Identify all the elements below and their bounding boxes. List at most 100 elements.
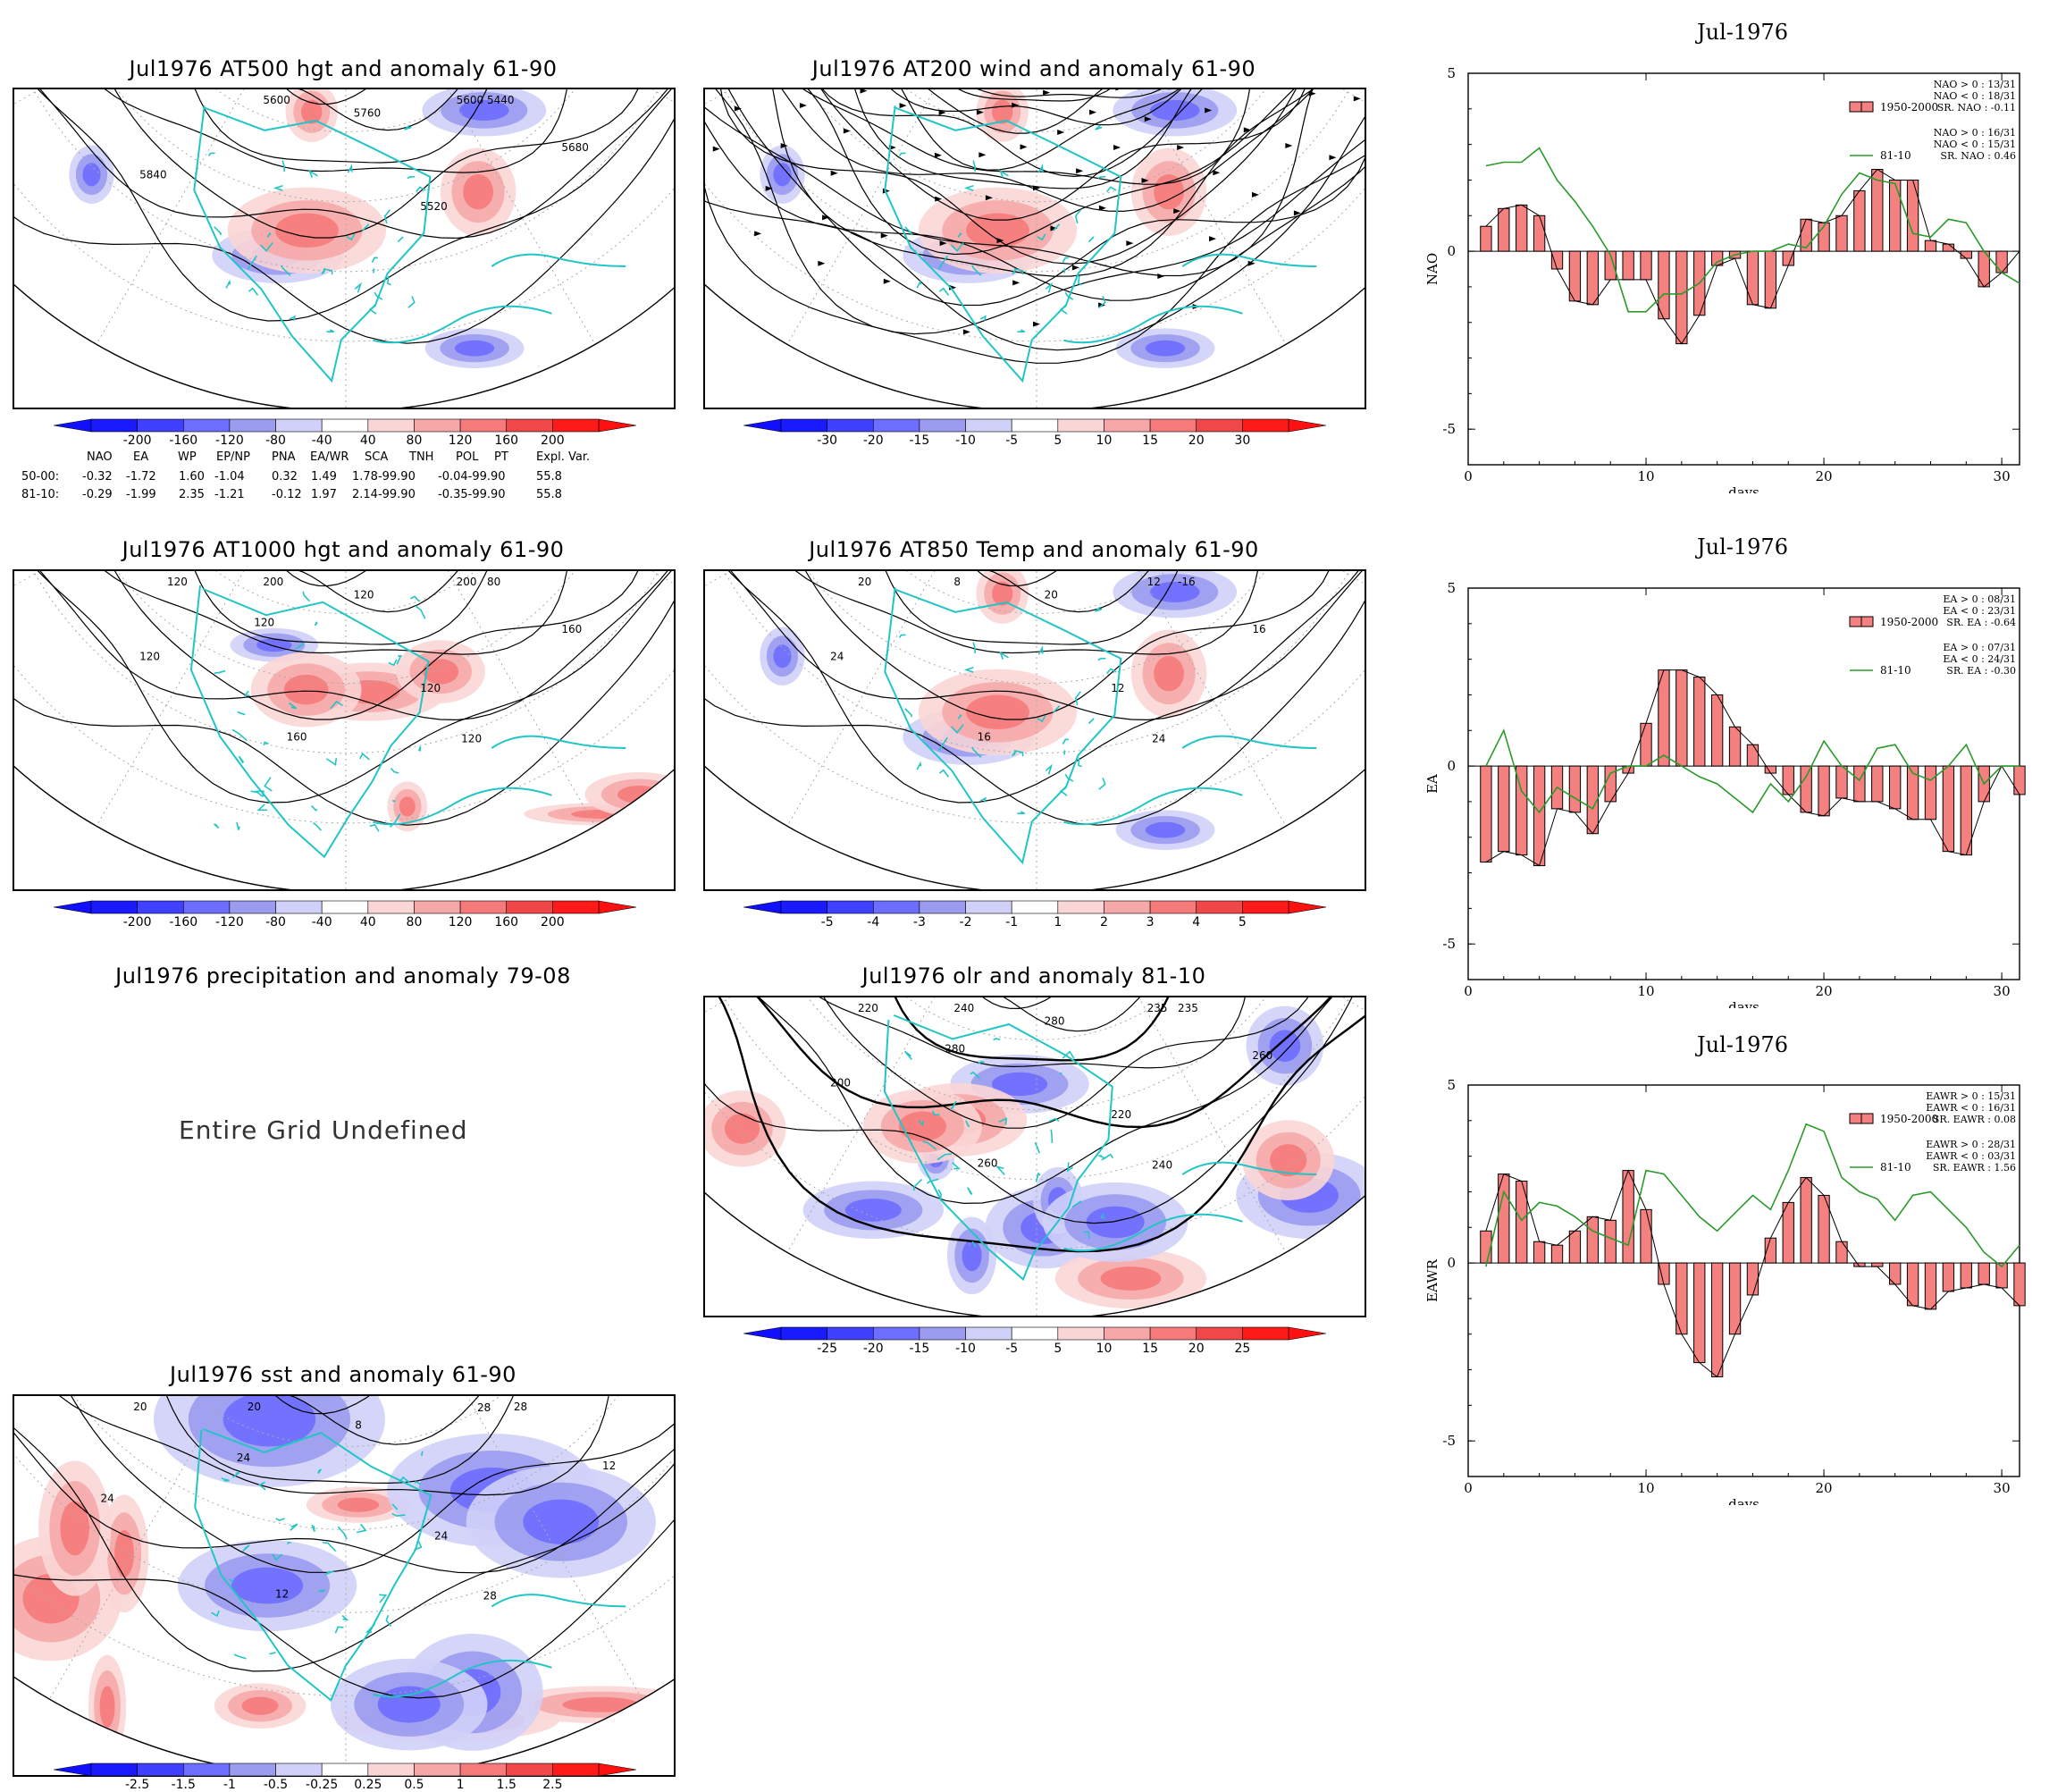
political-boundary	[927, 1178, 939, 1184]
political-boundary	[365, 1623, 376, 1633]
map-panel-t850: -16 12 8 16 20 24 12 16 20 24	[703, 569, 1366, 891]
colorbar-label: -1	[223, 1778, 236, 1792]
colorbar-swatch	[872, 418, 920, 433]
contour-line	[762, 571, 1289, 655]
coastline	[884, 587, 1122, 865]
political-boundary	[213, 823, 220, 829]
x-tick-label: 20	[1816, 468, 1833, 484]
political-boundary	[1095, 124, 1103, 130]
colorbar-swatch	[459, 418, 508, 433]
political-boundary	[288, 702, 298, 710]
map-title-prcp: Jul1976 precipitation and anomaly 79-08	[115, 963, 571, 989]
contour-line	[718, 571, 1338, 720]
bar	[1586, 250, 1599, 306]
legend-line-label: 81-10	[1880, 1161, 1911, 1174]
colorbar-swatch	[321, 900, 369, 914]
bar	[1871, 169, 1884, 252]
political-boundary	[1096, 1155, 1106, 1159]
index-value: 0.32	[272, 470, 298, 484]
streamline-arrow	[712, 146, 720, 152]
contour-line	[859, 89, 1216, 102]
x-tick-label: 30	[1994, 468, 2011, 484]
colorbar-label: 1	[1054, 915, 1062, 930]
anomaly-shading	[423, 659, 459, 685]
political-boundary	[238, 755, 245, 764]
colorbar-label: 15	[1142, 1342, 1158, 1356]
contour-line	[28, 89, 647, 239]
political-boundary	[963, 667, 974, 673]
contour-label: 220	[1111, 1108, 1131, 1121]
colorbar-swatch	[229, 418, 276, 433]
bar	[1728, 726, 1742, 767]
contour-line	[174, 89, 532, 105]
coastline	[884, 105, 1122, 383]
political-boundary	[1045, 282, 1054, 293]
index-value: -0.32	[82, 470, 113, 484]
contour-label: 12	[1147, 576, 1161, 588]
colorbar-arrow-right	[598, 418, 636, 433]
political-boundary	[387, 275, 391, 286]
political-boundary	[250, 790, 264, 797]
contour-label: 28	[477, 1401, 491, 1414]
political-boundary	[417, 745, 422, 752]
political-boundary	[967, 1187, 973, 1195]
contour-label: 12	[602, 1460, 616, 1472]
political-boundary	[1037, 164, 1044, 173]
political-boundary	[356, 1523, 367, 1534]
colorbar-swatch	[506, 418, 553, 433]
contour-label: 235	[1178, 1002, 1198, 1014]
index-row-label: 81-10:	[21, 488, 60, 501]
contour-line	[776, 997, 1276, 1069]
contour-line	[869, 997, 1219, 1010]
index-header: PT	[494, 450, 508, 464]
bar	[1480, 765, 1492, 863]
contour-label: 200	[457, 576, 477, 588]
colorbar-swatch	[780, 1326, 827, 1341]
index-value: -1.72	[126, 470, 156, 484]
colorbar-swatch	[1104, 418, 1151, 433]
bar	[1710, 694, 1724, 767]
streamline-arrow	[1076, 168, 1084, 174]
colorbar-swatch	[827, 1326, 874, 1341]
political-boundary	[275, 1518, 285, 1522]
contour-line	[14, 1396, 674, 1573]
political-boundary	[916, 279, 922, 289]
graticule-meridian	[345, 1396, 643, 1700]
index-value: -0.12	[272, 488, 302, 501]
nao-chart: 5 0 -5 0 10 20 30 days NAO 1950-2000 81-10 NAO > 0 …	[1424, 65, 2020, 493]
political-boundary	[308, 169, 318, 179]
bar	[1480, 1230, 1492, 1264]
political-boundary	[391, 1512, 406, 1517]
contour-line	[14, 1396, 674, 1699]
streamline-arrow	[1173, 208, 1181, 215]
index-value: 1.97	[311, 488, 337, 501]
political-boundary	[1095, 606, 1103, 612]
political-boundary	[950, 1100, 957, 1111]
political-boundary	[937, 736, 948, 752]
coastline	[1181, 1161, 1317, 1175]
colorbar-z500: -200 -160 -120 -80 -40 40 80 120 160 200	[54, 418, 636, 448]
colorbar-swatch	[965, 418, 1012, 433]
anomaly-shading	[992, 581, 1013, 606]
colorbar-swatch	[965, 1326, 1012, 1341]
colorbar-swatch	[90, 1763, 138, 1777]
colorbar-label: -160	[169, 915, 198, 930]
plot-frame	[1467, 587, 2020, 980]
political-boundary	[1013, 267, 1024, 275]
colorbar-label: -200	[122, 915, 152, 930]
bar	[1853, 765, 1866, 803]
streamline-arrow	[1115, 89, 1123, 91]
political-boundary	[347, 164, 353, 173]
bar	[1710, 250, 1724, 266]
legend-line-label: 81-10	[1880, 149, 1911, 162]
contour-label: 220	[858, 1002, 878, 1014]
colorbar-label: -20	[862, 433, 884, 448]
colorbar-label: -10	[955, 433, 976, 448]
contour-label: 240	[1152, 1158, 1172, 1171]
political-boundary	[264, 777, 273, 792]
bar	[1835, 1241, 1848, 1264]
colorbar-swatch	[414, 900, 461, 914]
graticule-latitude	[125, 571, 567, 615]
bar	[1675, 250, 1688, 345]
political-boundary	[995, 1165, 1005, 1175]
